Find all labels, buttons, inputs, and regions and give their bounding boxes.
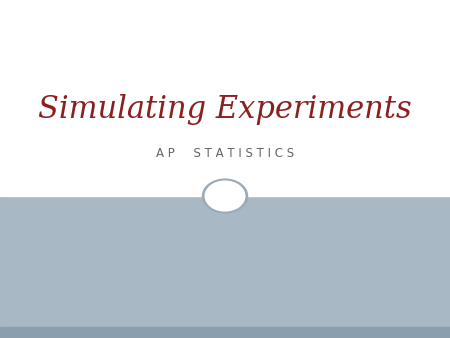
Bar [0, 327, 450, 338]
Text: A P     S T A T I S T I C S: A P S T A T I S T I C S [156, 147, 294, 160]
Circle shape [202, 179, 248, 213]
Bar [0, 0, 450, 196]
Text: Simulating Experiments: Simulating Experiments [38, 94, 412, 125]
Circle shape [205, 181, 245, 211]
